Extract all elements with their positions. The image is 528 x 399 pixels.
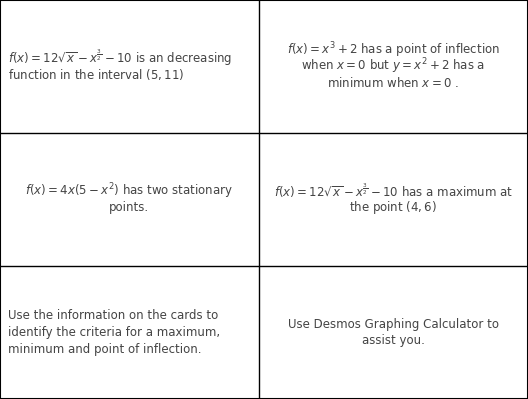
Bar [0,266,259,399]
Text: Use the information on the cards to: Use the information on the cards to [8,309,218,322]
Text: $f(x) = 12\sqrt{x} - x^{\frac{3}{2}} - 10$ is an decreasing: $f(x) = 12\sqrt{x} - x^{\frac{3}{2}} - 1… [8,48,232,68]
Text: the point $(4,6)$: the point $(4,6)$ [350,200,437,216]
Text: identify the criteria for a maximum,: identify the criteria for a maximum, [8,326,220,339]
Text: minimum when $x = 0$ .: minimum when $x = 0$ . [327,76,459,90]
Text: assist you.: assist you. [362,334,425,348]
Text: $f(x) = x^3 + 2$ has a point of inflection: $f(x) = x^3 + 2$ has a point of inflecti… [287,40,500,59]
Text: minimum and point of inflection.: minimum and point of inflection. [8,343,201,356]
Bar [0,133,259,266]
Bar [259,133,528,266]
Bar [259,0,528,133]
Text: points.: points. [109,201,149,214]
Text: function in the interval $(5,11)$: function in the interval $(5,11)$ [8,67,184,82]
Bar [0,0,259,133]
Text: $f(x) = 4x(5 - x^2)$ has two stationary: $f(x) = 4x(5 - x^2)$ has two stationary [25,181,233,201]
Text: Use Desmos Graphing Calculator to: Use Desmos Graphing Calculator to [288,318,499,331]
Text: when $x = 0$ but $y = x^2 + 2$ has a: when $x = 0$ but $y = x^2 + 2$ has a [301,57,485,76]
Text: $f(x) = 12\sqrt{x} - x^{\frac{3}{2}} - 10$ has a maximum at: $f(x) = 12\sqrt{x} - x^{\frac{3}{2}} - 1… [274,182,513,200]
Bar [259,266,528,399]
